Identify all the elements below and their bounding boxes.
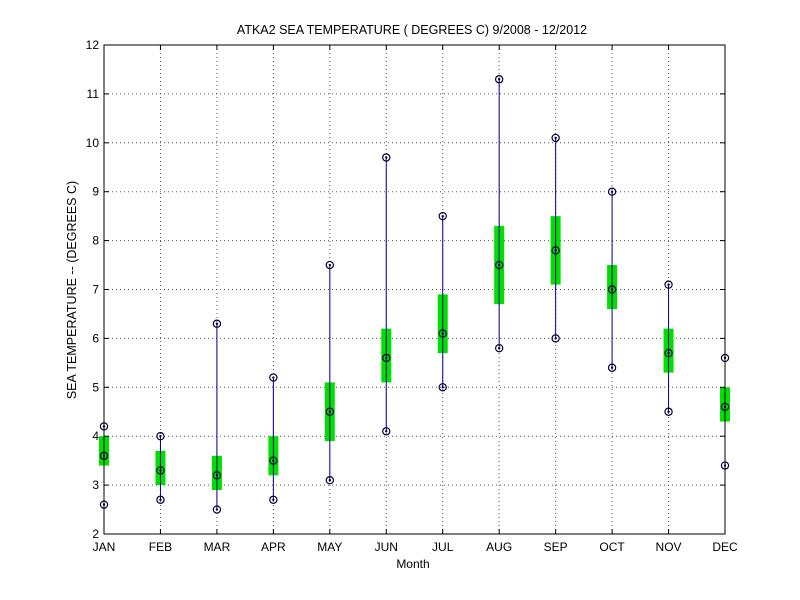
max-marker-dot — [272, 376, 275, 379]
x-tick-label: JUN — [375, 540, 398, 554]
x-tick-label: AUG — [486, 540, 512, 554]
median-marker-dot — [159, 469, 162, 472]
x-tick-label: NOV — [656, 540, 682, 554]
min-marker-dot — [667, 410, 670, 413]
y-tick-label: 3 — [92, 478, 99, 492]
plot-frame — [103, 44, 726, 535]
max-marker-dot — [159, 435, 162, 438]
y-axis-label: SEA TEMPERATURE -- (DEGREES C) — [65, 181, 79, 399]
min-marker — [664, 407, 673, 416]
x-axis-label: Month — [396, 557, 429, 571]
min-marker — [156, 495, 165, 504]
y-tick-label: 2 — [92, 527, 99, 541]
y-tick-label: 7 — [92, 283, 99, 297]
median-marker — [325, 407, 335, 416]
max-marker-dot — [497, 78, 501, 81]
max-marker-dot — [215, 322, 219, 325]
max-marker-dot — [328, 263, 332, 267]
min-marker-dot — [272, 498, 275, 501]
median-marker-dot — [328, 410, 332, 413]
min-marker — [438, 383, 447, 392]
median-marker-dot — [385, 356, 388, 360]
median-marker — [382, 353, 391, 363]
min-marker-dot — [610, 366, 614, 369]
x-tick-label: MAY — [317, 540, 342, 554]
max-marker — [438, 211, 447, 221]
max-marker-dot — [385, 156, 388, 159]
max-marker — [664, 280, 673, 289]
x-tick-label: MAR — [204, 540, 231, 554]
axis-layer: 2 3 4 5 6 7 8 9 10 11 12 JAN FEB MAR APR MAY JUN JUL AUG SE… — [86, 38, 738, 554]
x-tick-label: JAN — [93, 540, 116, 554]
x-tick-label: FEB — [149, 540, 172, 554]
min-marker — [212, 505, 222, 514]
data-layer — [99, 75, 730, 514]
max-marker — [212, 319, 222, 328]
min-marker-dot — [497, 346, 501, 350]
x-tick-label: DEC — [712, 540, 738, 554]
median-marker — [664, 348, 673, 358]
median-marker — [438, 329, 447, 338]
max-marker-dot — [667, 283, 670, 286]
max-marker — [325, 260, 335, 270]
x-tick-label: OCT — [599, 540, 625, 554]
median-marker-dot — [667, 351, 670, 355]
min-marker — [382, 427, 391, 436]
min-marker-dot — [385, 430, 388, 433]
y-tick-label: 11 — [87, 87, 100, 101]
max-marker — [269, 373, 278, 382]
min-marker-dot — [328, 479, 332, 482]
y-tick-label: 4 — [92, 429, 99, 443]
median-marker — [212, 471, 222, 480]
y-tick-label: 10 — [86, 136, 100, 150]
y-tick-label: 9 — [92, 185, 99, 199]
max-marker-dot — [610, 190, 614, 193]
min-marker — [551, 334, 560, 343]
y-tick-label: 8 — [92, 234, 99, 248]
x-tick-label: JUL — [432, 540, 454, 554]
max-marker-dot — [554, 136, 557, 140]
median-marker — [269, 456, 278, 465]
max-marker — [156, 432, 165, 441]
y-tick-label: 6 — [92, 331, 99, 345]
max-marker — [494, 75, 504, 84]
y-tick-label: 12 — [86, 38, 100, 52]
grid-layer — [104, 45, 725, 534]
min-marker-dot — [215, 508, 219, 511]
min-marker — [269, 495, 278, 504]
x-tick-label: SEP — [544, 540, 568, 554]
min-marker — [607, 363, 617, 372]
max-marker — [607, 187, 617, 196]
median-marker-dot — [272, 459, 275, 462]
y-tick-label: 5 — [92, 380, 99, 394]
x-tick-label: APR — [261, 540, 286, 554]
median-marker — [607, 285, 617, 294]
min-marker — [325, 476, 335, 485]
max-marker — [382, 153, 391, 162]
median-marker — [156, 466, 165, 475]
median-marker-dot — [610, 288, 614, 291]
max-marker — [551, 133, 560, 143]
min-marker-dot — [554, 337, 557, 340]
min-marker-dot — [159, 498, 162, 501]
median-marker — [494, 260, 504, 270]
median-marker-dot — [441, 332, 444, 335]
median-marker-dot — [497, 263, 501, 267]
min-marker-dot — [441, 386, 444, 389]
min-marker — [494, 343, 504, 353]
median-marker-dot — [215, 474, 219, 477]
median-marker-dot — [554, 249, 557, 252]
max-marker-dot — [441, 214, 444, 218]
chart-title: ATKA2 SEA TEMPERATURE ( DEGREES C) 9/200… — [237, 23, 587, 37]
median-marker — [551, 246, 560, 255]
